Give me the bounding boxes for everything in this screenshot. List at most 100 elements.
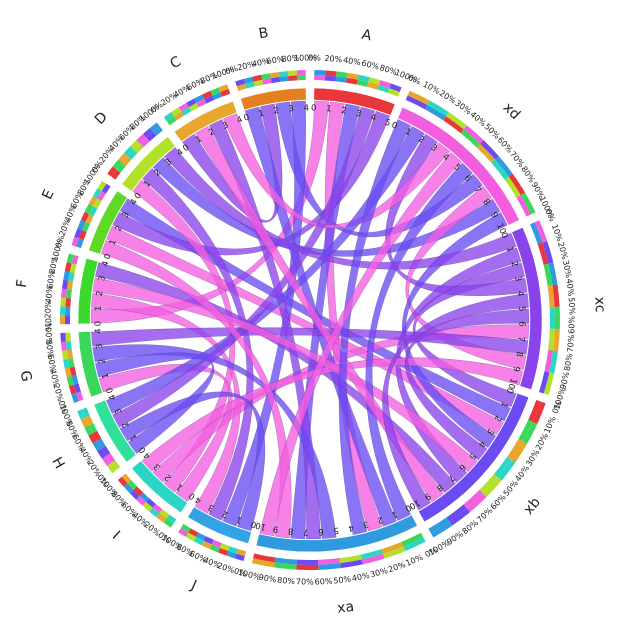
outer-band-block xyxy=(118,152,128,163)
outer-band-block xyxy=(122,156,132,167)
outer-band-block xyxy=(449,508,471,526)
outer-band-block xyxy=(112,159,123,170)
outer-band-block xyxy=(65,289,72,299)
outer-band-block xyxy=(226,550,237,559)
outer-band-block xyxy=(130,139,140,150)
outer-band-block xyxy=(85,415,94,426)
outer-band-block xyxy=(542,241,554,264)
tick-label: 2 xyxy=(152,168,163,179)
outer-band-block xyxy=(212,91,223,100)
outer-band-block xyxy=(296,75,306,81)
ribbon xyxy=(365,162,473,521)
outer-band-block xyxy=(66,349,74,359)
outer-band-block xyxy=(65,315,71,325)
outer-band-block xyxy=(133,143,144,154)
outer-band-block xyxy=(61,350,69,360)
outer-band-block xyxy=(136,133,147,144)
pct-label: 80% xyxy=(281,54,300,64)
outer-band-block xyxy=(185,532,197,542)
outer-band-block xyxy=(97,191,106,202)
outer-band-block xyxy=(296,559,319,565)
tick-label: 0 xyxy=(133,191,144,201)
tick-label: 4 xyxy=(107,393,118,402)
pct-label: 90% xyxy=(258,573,277,585)
outer-band-block xyxy=(201,540,212,550)
outer-band-block xyxy=(235,78,246,87)
outer-band-block xyxy=(127,149,138,160)
outer-band-block xyxy=(516,195,532,217)
pct-label: 40% xyxy=(48,368,61,388)
tick-label: 3 xyxy=(95,343,106,350)
outer-band-block xyxy=(427,100,449,117)
outer-band-block xyxy=(117,476,128,487)
tick-label: 1 xyxy=(128,432,139,442)
pct-label: 20% xyxy=(236,59,256,72)
tick-label: 7 xyxy=(471,185,482,195)
outer-band-block xyxy=(491,159,509,180)
outer-band-block xyxy=(324,75,337,82)
tick-label: 1 xyxy=(100,372,111,380)
outer-band-block xyxy=(318,563,341,570)
outer-band-block xyxy=(61,279,69,290)
ribbon xyxy=(92,344,337,539)
outer-band-block xyxy=(538,371,550,394)
outer-band-block xyxy=(107,463,117,474)
outer-band-block xyxy=(76,238,84,249)
outer-band-block xyxy=(261,73,271,80)
outer-band-block xyxy=(178,102,189,112)
pct-label: 50% xyxy=(567,297,577,316)
tick-label: 0 xyxy=(250,518,258,529)
tick-label: 0 xyxy=(105,386,116,394)
outer-band-block xyxy=(511,441,528,463)
ribbon xyxy=(112,106,376,428)
tick-label: 4 xyxy=(347,522,354,533)
outer-band-block xyxy=(253,79,264,87)
pct-label: 0% xyxy=(43,318,52,331)
tick-label: 5 xyxy=(383,118,392,129)
tick-label: 2 xyxy=(273,106,280,117)
outer-band-block xyxy=(82,222,91,232)
outer-band-block xyxy=(340,559,363,569)
outer-band-block xyxy=(186,98,197,108)
outer-band-block xyxy=(84,425,93,436)
tick-label: 3 xyxy=(121,210,132,220)
pct-label: 20% xyxy=(387,560,407,575)
segment-arc-A xyxy=(313,87,396,116)
outer-band-block xyxy=(136,496,146,506)
segment-label-D: D xyxy=(92,109,111,128)
outer-band-block xyxy=(530,222,543,245)
outer-band-block xyxy=(211,539,222,548)
pct-label: 0% xyxy=(233,567,248,579)
ribbon xyxy=(222,113,451,229)
tick-label: 1 xyxy=(504,245,515,253)
outer-band-block xyxy=(196,532,207,541)
outer-band-block xyxy=(507,438,523,460)
outer-band-block xyxy=(166,514,177,524)
outer-band-block xyxy=(279,75,289,82)
outer-band-block xyxy=(357,74,370,83)
outer-band-block xyxy=(236,83,247,91)
pct-label: 60% xyxy=(46,354,58,373)
outer-band-block xyxy=(335,76,348,83)
tick-label: 6 xyxy=(457,462,468,473)
tick-label: 0 xyxy=(103,253,114,261)
outer-band-block xyxy=(124,146,134,157)
tick-label: 3 xyxy=(484,426,495,436)
pct-label: 70% xyxy=(296,577,314,586)
tick-label: 8 xyxy=(434,482,444,493)
outer-band-block xyxy=(368,77,381,85)
outer-band-block xyxy=(476,143,496,163)
outer-band-block xyxy=(245,81,255,89)
outer-band-block xyxy=(218,84,229,92)
outer-band-block xyxy=(543,263,553,286)
outer-band-block xyxy=(180,523,191,533)
tick-label: 2 xyxy=(207,127,216,138)
tick-label: 2 xyxy=(221,508,230,519)
tick-label: 3 xyxy=(288,104,294,114)
pct-label: 0% xyxy=(551,399,564,414)
outer-band-block xyxy=(71,254,79,265)
ribbon xyxy=(98,364,233,502)
tick-label: 3 xyxy=(97,275,108,282)
pct-label: 40% xyxy=(251,57,271,69)
